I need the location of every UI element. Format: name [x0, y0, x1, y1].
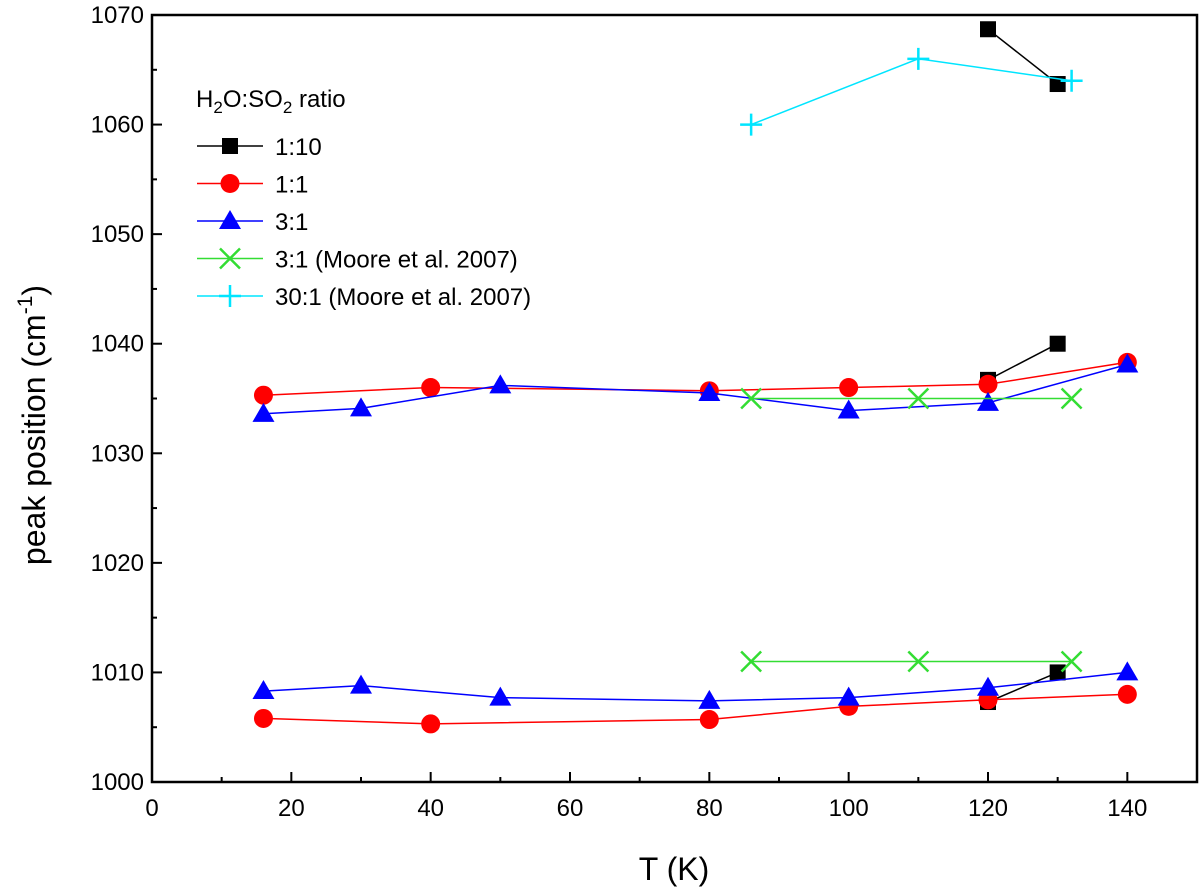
series-1-point-1-2 — [699, 710, 719, 730]
series-1-line-0 — [263, 361, 1128, 396]
series-2-point-0-2 — [489, 374, 512, 394]
legend: H2O:SO2 ratio 1:101:13:13:1 (Moore et al… — [196, 86, 531, 311]
series-3-point-0-1 — [907, 387, 930, 410]
y-axis-title-main: peak position (cm — [16, 314, 52, 565]
legend-marker-3 — [219, 247, 241, 270]
series-1-point-0-4 — [978, 374, 998, 394]
series-1-line-1 — [263, 693, 1128, 725]
legend-title: H2O:SO2 ratio — [196, 86, 346, 117]
x-tick-label-0: 0 — [145, 795, 158, 822]
legend-label-1: 1:1 — [275, 172, 308, 199]
y-axis-title-sup: -1 — [14, 296, 37, 315]
series-2-point-0-4 — [837, 399, 860, 419]
x-tick-label-60: 60 — [557, 795, 584, 822]
series-2-point-1-0 — [252, 680, 275, 700]
x-tick-label-140: 140 — [1107, 795, 1147, 822]
y-tick-label-1020: 1020 — [91, 550, 144, 577]
series-1-point-1-5 — [1117, 684, 1137, 704]
series-2-point-0-1 — [350, 397, 372, 417]
series-0-line-0 — [987, 28, 1059, 85]
legend-title-sub1: 2 — [213, 98, 222, 117]
series-4-point-0-1 — [907, 47, 930, 70]
series-2-point-0-6 — [1116, 353, 1139, 373]
series-4-point-0-2 — [1060, 69, 1083, 92]
legend-label-0: 1:10 — [275, 134, 322, 161]
series-1-point-0-0 — [253, 385, 273, 405]
series-3-point-0-0 — [740, 387, 763, 410]
y-tick-label-1060: 1060 — [91, 112, 144, 139]
series-4 — [740, 47, 1083, 136]
series-2-point-0-5 — [977, 391, 999, 411]
legend-marker-0 — [222, 138, 238, 154]
legend-label-3: 3:1 (Moore et al. 2007) — [275, 247, 518, 274]
legend-label-2: 3:1 — [275, 209, 308, 236]
series-3 — [740, 387, 1083, 673]
y-tick-label-1010: 1010 — [91, 659, 144, 686]
y-axis-title-close: ) — [16, 285, 52, 296]
legend-entries: 1:10 1:1 3:1 3:1 (Moore et al. 2007) 30:1 (M… — [197, 134, 531, 311]
legend-marker-1 — [220, 174, 240, 193]
series-2-point-0-0 — [252, 402, 275, 422]
x-axis-title: T (K) — [639, 851, 710, 887]
legend-title-oso: O:SO — [223, 86, 283, 113]
legend-marker-2 — [219, 210, 241, 229]
y-tick-label-1050: 1050 — [91, 221, 144, 248]
series-0-line-1 — [987, 343, 1059, 381]
y-tick-label-1030: 1030 — [91, 440, 144, 467]
series-2-point-1-4 — [837, 686, 860, 706]
series-2-point-1-6 — [1116, 661, 1139, 681]
series-layer — [252, 21, 1139, 734]
y-tick-label-1000: 1000 — [91, 769, 144, 796]
y-tick-label-1070: 1070 — [91, 2, 144, 29]
series-2-point-1-1 — [350, 674, 372, 694]
series-1-point-1-1 — [421, 714, 441, 734]
series-3-point-1-2 — [1060, 650, 1083, 673]
series-3-point-0-2 — [1060, 387, 1083, 410]
series-2-point-1-2 — [489, 686, 512, 706]
legend-title-h: H — [196, 86, 213, 113]
series-2-point-1-5 — [977, 676, 999, 696]
series-1-point-1-0 — [253, 708, 273, 728]
y-tick-label-1040: 1040 — [91, 331, 144, 358]
series-1-point-0-1 — [421, 378, 441, 398]
x-tick-label-100: 100 — [829, 795, 869, 822]
series-0-point-0-0 — [980, 21, 996, 38]
series-0-line-2 — [987, 671, 1058, 703]
legend-marker-4 — [219, 285, 241, 307]
series-2-point-1-3 — [698, 689, 721, 709]
legend-label-4: 30:1 (Moore et al. 2007) — [275, 284, 531, 311]
series-0-point-1-1 — [1049, 335, 1066, 352]
series-1-point-0-3 — [839, 378, 859, 398]
x-tick-label-120: 120 — [968, 795, 1008, 822]
x-tick-label-80: 80 — [696, 795, 723, 822]
series-2 — [252, 353, 1139, 709]
tick-layer: 0 20 40 60 80 100 120 140 1000 1010 1020 1030 1040 10… — [91, 2, 1148, 822]
series-0-point-2-1 — [1049, 664, 1066, 681]
x-tick-label-40: 40 — [417, 795, 444, 822]
series-3-point-1-1 — [907, 650, 930, 673]
series-4-point-0-0 — [740, 113, 763, 136]
legend-title-ratio: ratio — [292, 86, 345, 113]
series-3-point-1-0 — [740, 650, 763, 673]
series-2-point-0-3 — [698, 382, 721, 402]
x-tick-label-20: 20 — [278, 795, 305, 822]
legend-title-sub2: 2 — [283, 98, 292, 117]
y-axis-title: peak position (cm-1) — [14, 285, 52, 565]
